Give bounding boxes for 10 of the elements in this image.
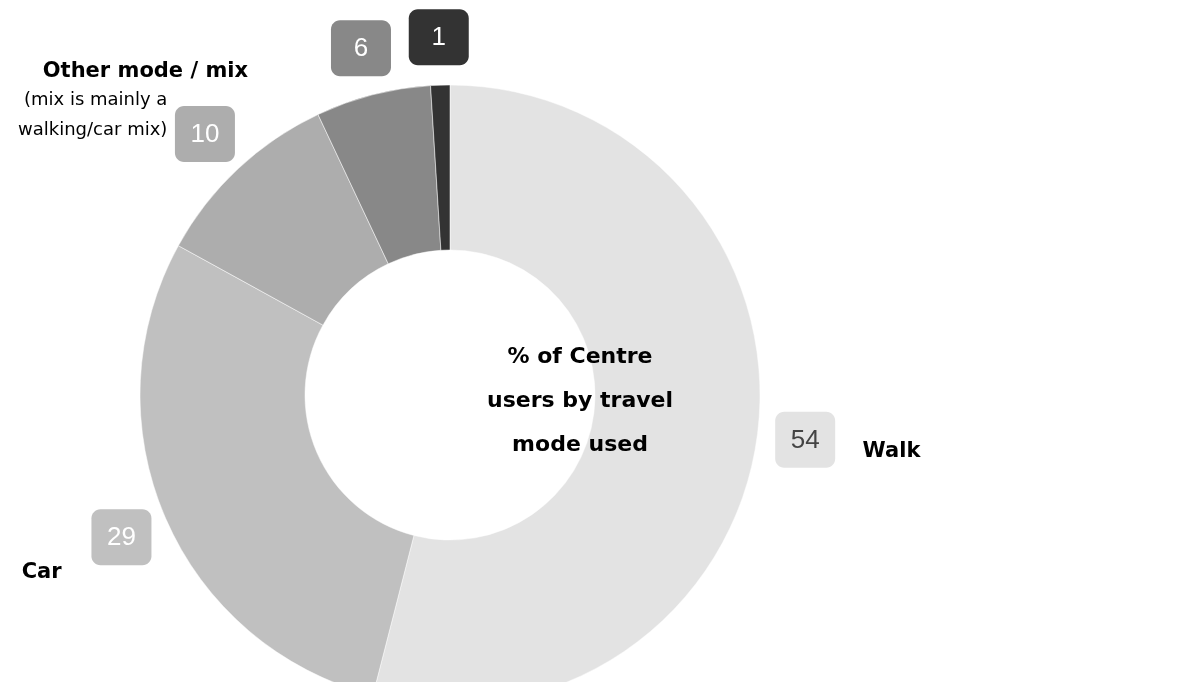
data-label: 6 <box>353 32 369 63</box>
slice-label: Walk <box>862 437 922 462</box>
data-label: 29 <box>106 521 136 552</box>
data-label: 54 <box>790 423 820 454</box>
text: % of Centre users by travel mode used <box>486 343 674 456</box>
slice-label: Car <box>21 558 63 583</box>
text: (mix is mainly a walking/car mix) <box>18 87 168 139</box>
data-label: 10 <box>190 118 220 149</box>
slice-label: Other mode / mix <box>42 57 249 82</box>
data-label: 1 <box>431 21 446 52</box>
